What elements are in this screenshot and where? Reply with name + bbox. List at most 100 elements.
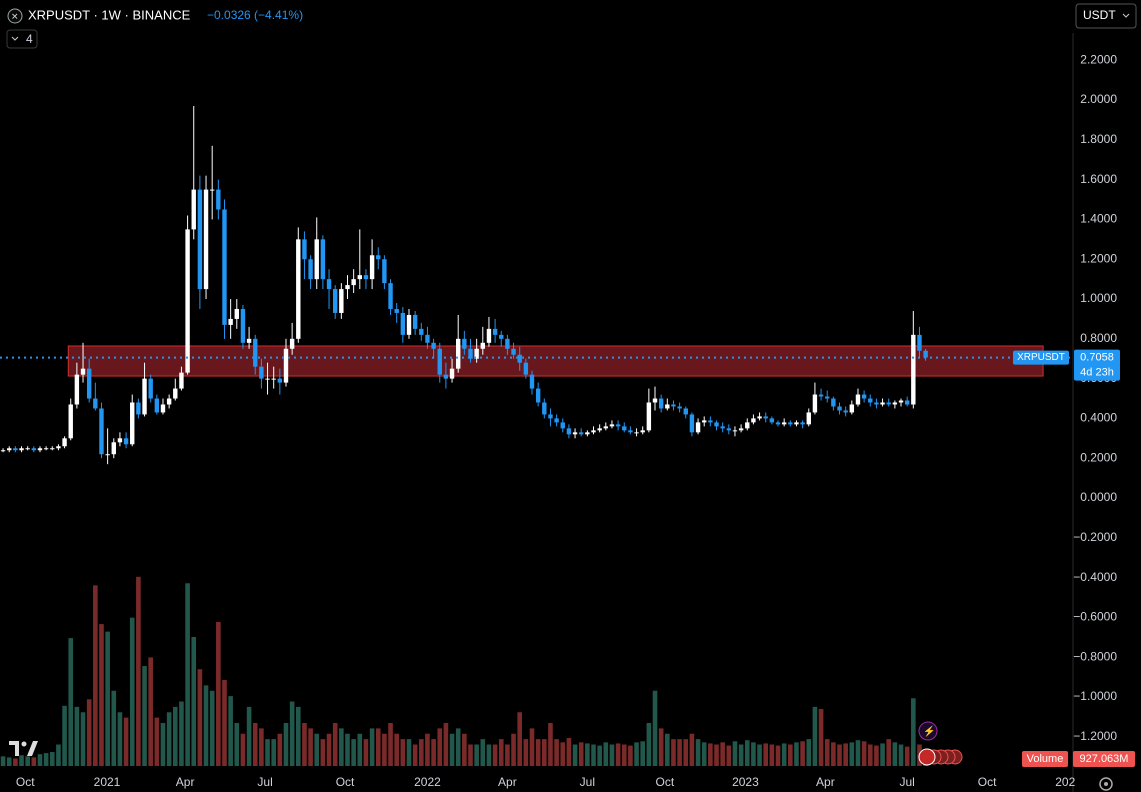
candle-body <box>136 402 141 415</box>
candle-body <box>111 442 116 455</box>
candle-body <box>868 398 873 403</box>
candle-body <box>781 422 787 425</box>
candle-body <box>775 422 781 425</box>
indicator-toggle[interactable]: 4 <box>6 29 38 49</box>
volume-bar <box>443 723 449 766</box>
volume-bar <box>111 690 117 766</box>
y-tick-label: −1.2000 <box>1073 729 1117 743</box>
volume-bar <box>363 739 369 766</box>
volume-bar <box>425 733 430 766</box>
volume-bar <box>849 742 855 766</box>
candle-body <box>19 448 24 451</box>
volume-bar <box>480 739 486 766</box>
candle-body <box>560 422 565 429</box>
candle-body <box>529 374 535 389</box>
candle-body <box>449 368 455 379</box>
volume-bar <box>652 690 658 766</box>
candle-body <box>886 402 891 405</box>
candle-body <box>904 400 910 405</box>
price-change: −0.0326 (−4.41%) <box>207 8 303 22</box>
volume-bar <box>603 742 609 766</box>
volume-bar <box>129 617 135 766</box>
candle-body <box>320 239 326 280</box>
indicator-toggle-box[interactable] <box>6 29 38 49</box>
volume-bar <box>880 743 885 766</box>
candle-body <box>302 239 307 260</box>
volume-bar <box>68 638 74 766</box>
volume-bar <box>13 758 18 766</box>
candle-body <box>923 350 928 358</box>
candle-body <box>837 406 842 411</box>
currency-box[interactable] <box>1075 3 1137 29</box>
volume-bar <box>523 739 529 766</box>
candle-body <box>603 426 609 429</box>
volume-bar <box>142 666 147 766</box>
volume-bar <box>646 723 652 766</box>
volume-bar <box>197 669 203 766</box>
volume-bar <box>80 712 86 766</box>
candle-body <box>751 418 756 423</box>
volume-bar <box>455 728 461 766</box>
flag-icon[interactable] <box>918 748 936 766</box>
volume-bar <box>757 744 762 766</box>
volume-bar <box>640 741 646 766</box>
candle-body <box>7 448 12 451</box>
candle-body <box>646 402 652 431</box>
volume-bar <box>867 744 873 766</box>
volume-bar <box>326 733 332 766</box>
candle-body <box>757 416 762 419</box>
volume-bar <box>517 712 523 766</box>
candle-body <box>732 430 738 432</box>
candle-body <box>806 412 811 425</box>
candle-body <box>622 426 627 431</box>
candle-body <box>345 285 350 290</box>
candle-body <box>566 428 572 435</box>
y-tick-label: −0.2000 <box>1073 530 1117 544</box>
volume-bar <box>695 739 701 766</box>
volume-bar <box>252 723 258 766</box>
volume-bar <box>240 733 246 766</box>
settings-gear[interactable] <box>1099 777 1113 791</box>
y-tick-label: 1.4000 <box>1080 212 1117 226</box>
volume-bar <box>911 698 916 766</box>
candle-body <box>892 402 898 405</box>
candle-body <box>812 394 818 413</box>
event-flags[interactable] <box>918 748 963 766</box>
volume-bar <box>769 744 775 766</box>
logo-part <box>21 741 27 747</box>
candle-body <box>572 432 578 435</box>
candle-body <box>745 422 750 429</box>
candle-body <box>671 404 676 407</box>
volume-bar <box>658 728 664 766</box>
candle-body <box>769 418 775 423</box>
volume-bar <box>31 757 37 766</box>
plot-area <box>0 106 1072 766</box>
tv-logo <box>9 741 38 756</box>
volume-badge-label: Volume <box>1027 753 1064 765</box>
candle-body <box>351 279 356 286</box>
event-icon[interactable] <box>918 721 938 741</box>
candle-body <box>326 279 332 290</box>
volume-bar <box>763 743 769 766</box>
volume-bar <box>302 723 307 766</box>
currency-dropdown[interactable]: USDT <box>1075 3 1137 29</box>
candle-body <box>658 398 664 409</box>
candle-body <box>0 450 6 452</box>
volume-bar <box>492 744 498 766</box>
volume-bar <box>43 753 49 766</box>
candle-body <box>874 402 879 405</box>
candle-body <box>831 398 836 407</box>
volume-bar <box>781 743 787 766</box>
candle-body <box>677 406 682 409</box>
y-tick-label: 0.4000 <box>1080 411 1117 425</box>
volume-bar <box>806 739 812 766</box>
volume-bar <box>677 739 682 766</box>
candle-body <box>511 348 516 355</box>
candle-body <box>462 338 467 349</box>
volume-bar <box>628 745 633 766</box>
zone <box>67 345 1044 377</box>
volume-bar <box>578 742 584 766</box>
candle-body <box>222 209 227 325</box>
y-tick-label: −0.4000 <box>1073 570 1117 584</box>
